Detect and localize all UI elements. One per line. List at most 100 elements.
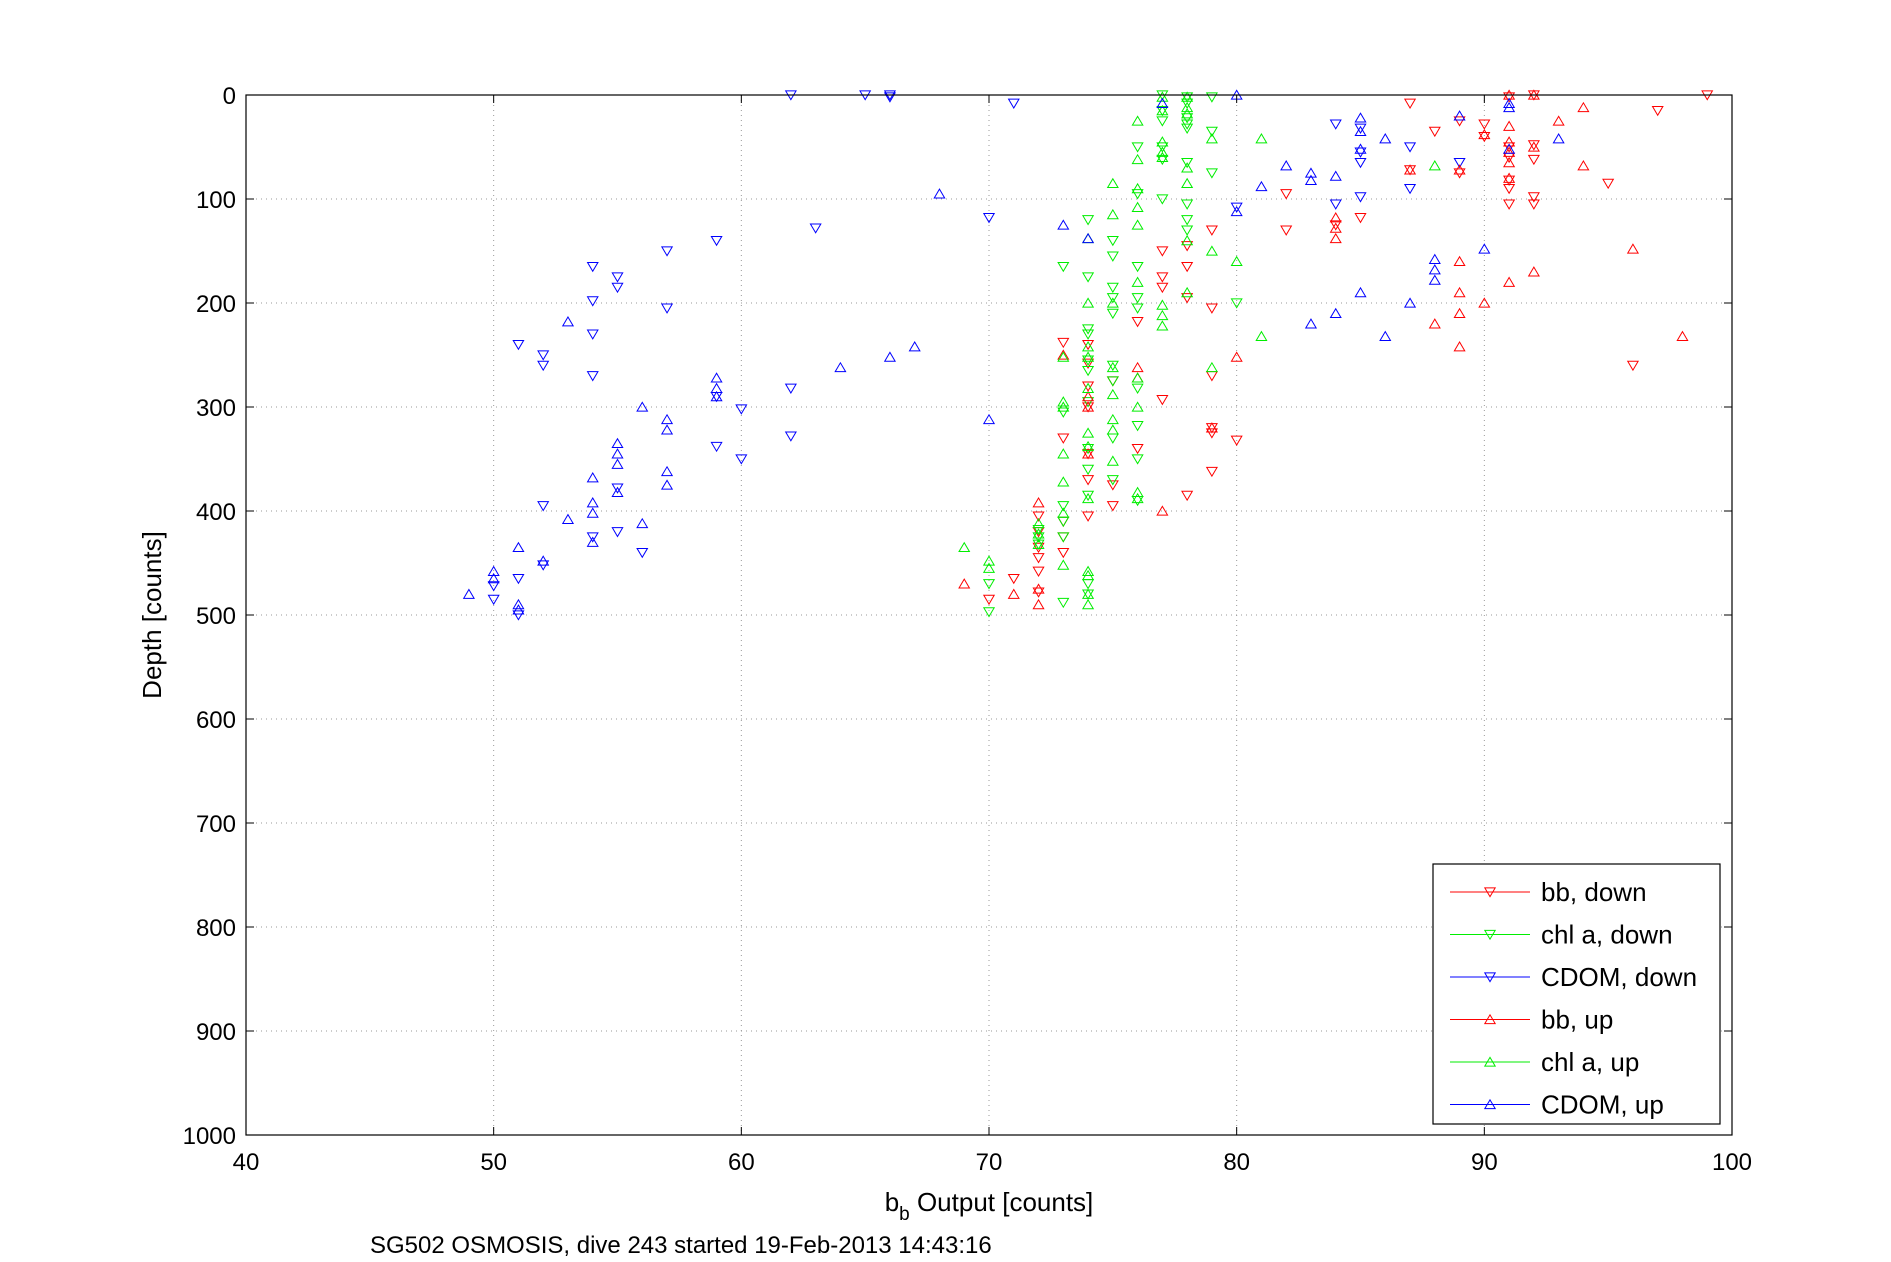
data-point bbox=[512, 604, 525, 615]
data-point bbox=[1106, 308, 1119, 320]
x-tick-label: 60 bbox=[728, 1149, 755, 1176]
data-point bbox=[1181, 261, 1194, 273]
legend-marker bbox=[1483, 1056, 1497, 1067]
y-tick-label: 900 bbox=[196, 1019, 236, 1046]
x-tick-label: 90 bbox=[1471, 1149, 1498, 1176]
data-point bbox=[1156, 395, 1169, 406]
data-point bbox=[586, 536, 599, 547]
data-point bbox=[1081, 490, 1095, 502]
data-point bbox=[1106, 501, 1119, 512]
data-point bbox=[1032, 528, 1045, 539]
axis-ticks: 40 50 60 70 80 90 1000100200300400500600700800… bbox=[183, 83, 1752, 1176]
data-point bbox=[982, 413, 996, 425]
data-point bbox=[1057, 507, 1070, 518]
data-point bbox=[1106, 413, 1119, 425]
data-point bbox=[1329, 222, 1342, 233]
data-point bbox=[1106, 475, 1119, 486]
data-point bbox=[1131, 443, 1144, 455]
data-point bbox=[660, 303, 674, 314]
data-point bbox=[1032, 525, 1045, 536]
data-point bbox=[1032, 566, 1045, 577]
data-point bbox=[1106, 361, 1119, 373]
data-point bbox=[1577, 160, 1590, 171]
data-point bbox=[1081, 588, 1095, 599]
y-tick-label: 100 bbox=[196, 187, 236, 214]
data-point bbox=[1230, 205, 1243, 217]
data-point bbox=[1453, 286, 1466, 298]
data-point bbox=[1106, 376, 1119, 387]
data-point bbox=[1280, 160, 1293, 171]
data-point bbox=[1205, 126, 1218, 138]
data-point bbox=[1106, 251, 1119, 262]
data-point bbox=[1181, 225, 1194, 236]
data-point bbox=[1181, 108, 1194, 119]
legend-label: bb, up bbox=[1541, 1005, 1613, 1035]
data-point bbox=[1280, 225, 1293, 236]
data-point bbox=[1304, 174, 1318, 185]
data-point bbox=[1156, 146, 1169, 157]
y-tick-label: 300 bbox=[196, 395, 236, 422]
data-point bbox=[1131, 182, 1144, 194]
data-point bbox=[487, 594, 500, 606]
data-point bbox=[1032, 511, 1045, 522]
data-point bbox=[982, 594, 996, 606]
data-point bbox=[1403, 98, 1417, 109]
data-point bbox=[636, 517, 649, 529]
data-point bbox=[1503, 156, 1516, 168]
y-axis-label: Depth [counts] bbox=[137, 531, 167, 699]
data-point bbox=[1156, 97, 1169, 108]
data-point bbox=[1081, 390, 1095, 402]
data-point bbox=[1230, 435, 1243, 446]
data-point bbox=[1156, 116, 1169, 127]
data-point bbox=[1131, 317, 1144, 328]
data-point bbox=[1057, 532, 1070, 543]
grid bbox=[246, 95, 1732, 1135]
data-points bbox=[462, 89, 1714, 621]
data-point bbox=[1205, 422, 1218, 433]
data-point bbox=[512, 573, 525, 585]
data-point bbox=[1081, 215, 1095, 226]
data-point bbox=[1057, 396, 1070, 407]
data-point bbox=[537, 350, 550, 361]
data-point bbox=[561, 316, 575, 327]
data-point bbox=[1354, 157, 1367, 169]
data-point bbox=[982, 607, 996, 618]
data-point bbox=[586, 507, 599, 518]
data-point bbox=[611, 458, 624, 469]
legend-marker bbox=[1483, 1098, 1497, 1110]
data-point bbox=[1007, 588, 1020, 599]
data-point bbox=[462, 588, 475, 599]
data-point bbox=[1453, 168, 1466, 179]
data-point bbox=[1081, 329, 1095, 340]
y-tick-label: 800 bbox=[196, 915, 236, 942]
data-point bbox=[1131, 454, 1144, 465]
data-point bbox=[1131, 293, 1144, 304]
data-point bbox=[1181, 177, 1194, 189]
data-point bbox=[1106, 208, 1119, 220]
data-point bbox=[611, 527, 624, 538]
y-tick-label: 200 bbox=[196, 291, 236, 318]
data-point bbox=[1156, 320, 1169, 331]
chart-caption: SG502 OSMOSIS, dive 243 started 19-Feb-2… bbox=[370, 1232, 992, 1259]
data-point bbox=[1205, 428, 1218, 439]
data-point bbox=[1156, 136, 1169, 147]
data-point bbox=[1181, 490, 1194, 502]
data-point bbox=[1181, 234, 1194, 246]
data-point bbox=[660, 246, 674, 257]
data-point bbox=[1156, 272, 1169, 283]
data-point bbox=[1181, 241, 1194, 252]
data-point bbox=[1081, 341, 1095, 352]
data-point bbox=[1205, 361, 1218, 373]
data-point bbox=[1057, 351, 1070, 362]
data-point bbox=[1081, 565, 1095, 576]
data-point bbox=[1354, 112, 1367, 123]
data-point bbox=[1230, 255, 1243, 267]
data-point bbox=[1478, 243, 1491, 254]
data-point bbox=[1081, 569, 1095, 581]
data-point bbox=[1280, 189, 1293, 200]
y-tick-label: 400 bbox=[196, 499, 236, 526]
legend-box bbox=[1432, 863, 1721, 1125]
data-point bbox=[586, 261, 599, 273]
data-point bbox=[1057, 559, 1070, 570]
data-point bbox=[1181, 199, 1194, 210]
